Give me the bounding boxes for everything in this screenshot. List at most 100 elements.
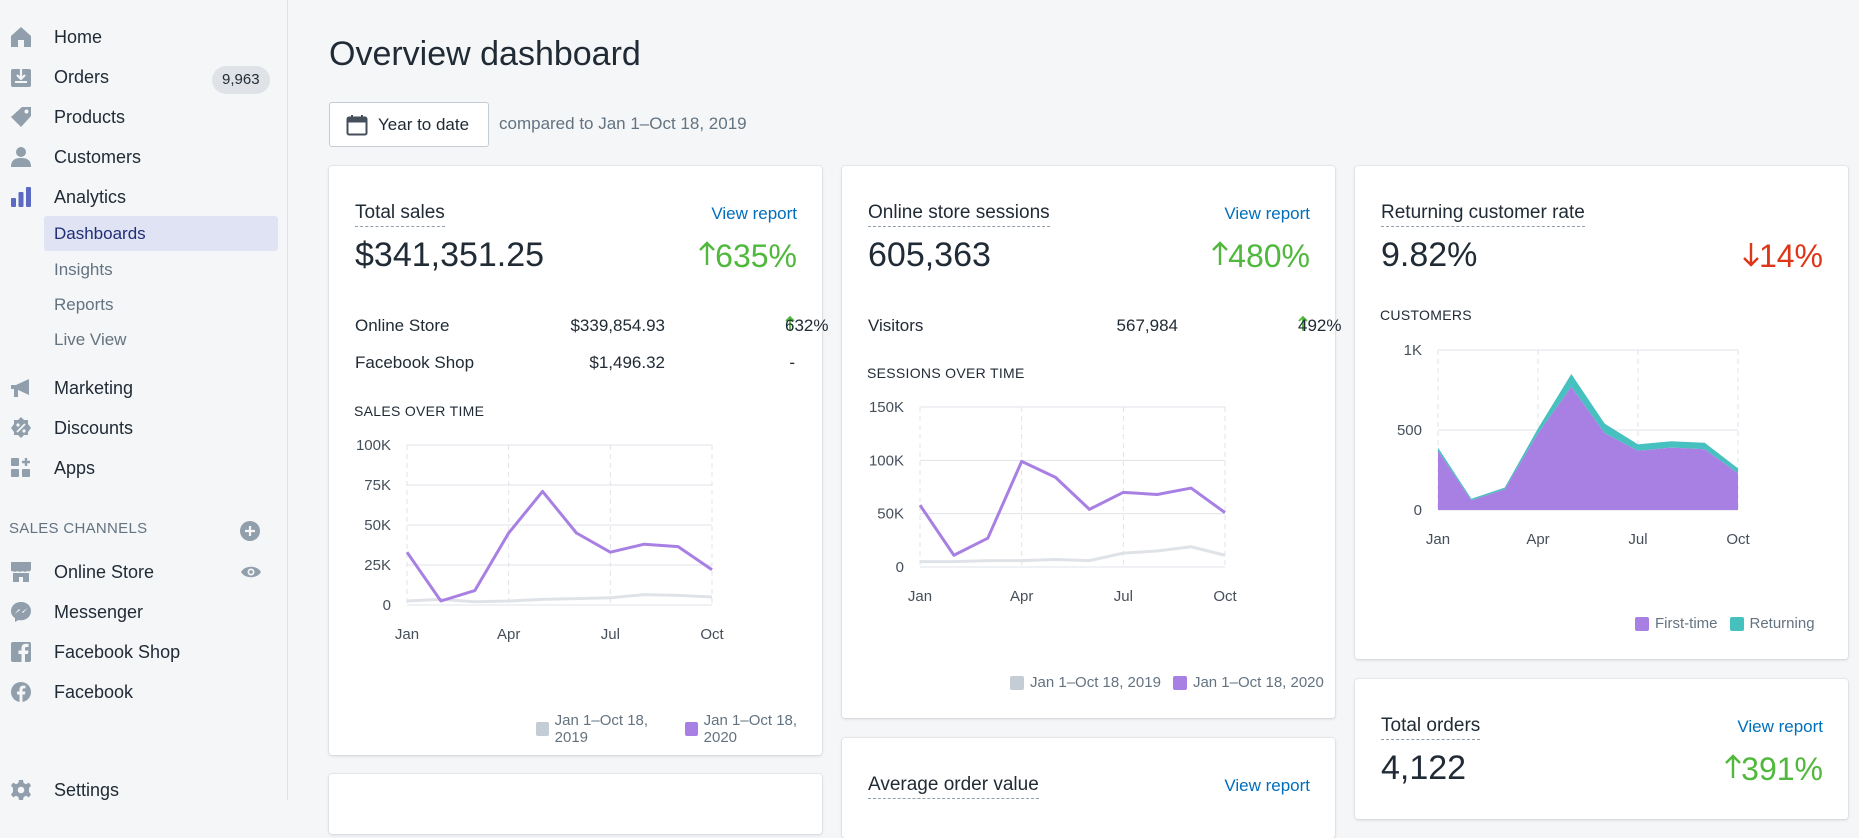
nav-item-facebook-shop[interactable]: Facebook Shop <box>0 632 288 672</box>
view-report-link[interactable]: View report <box>1224 204 1310 223</box>
row-name: Facebook Shop <box>355 353 475 372</box>
online-store-sessions-card: Online store sessions View report 605,36… <box>842 166 1341 718</box>
legend-swatch-returning <box>1729 616 1744 631</box>
nav-label: Marketing <box>54 377 134 398</box>
date-range-button[interactable]: Year to date <box>329 102 489 147</box>
x-tick-label: Apr <box>497 626 520 643</box>
view-report-link[interactable]: View report <box>711 204 797 223</box>
person-icon <box>9 145 33 169</box>
nav-item-messenger[interactable]: Messenger <box>0 592 288 632</box>
y-tick-label: 50K <box>877 506 904 523</box>
breakdown-row: Visitors 567,984 492% <box>868 316 1341 338</box>
tag-icon <box>9 105 33 129</box>
x-tick-label: Jul <box>601 626 620 643</box>
nav-item-apps[interactable]: Apps <box>0 448 288 488</box>
legend-label-first-time: First-time <box>1655 615 1718 632</box>
row-name: Visitors <box>868 316 924 335</box>
change-percent: 14% <box>1758 238 1823 274</box>
nav-item-analytics[interactable]: Analytics <box>0 177 288 217</box>
orders-count-badge: 9,963 <box>212 66 270 94</box>
y-tick-label: 100K <box>869 452 904 469</box>
card-title: Online store sessions <box>868 202 1050 227</box>
y-tick-label: 25K <box>364 557 391 574</box>
y-tick-label: 100K <box>356 437 391 454</box>
nav-item-settings[interactable]: Settings <box>0 770 288 810</box>
x-tick-label: Jul <box>1114 588 1133 605</box>
nav-label: Customers <box>54 146 142 167</box>
legend-label-returning: Returning <box>1749 615 1815 632</box>
y-tick-label: 500 <box>1397 422 1422 439</box>
change-percent: 391% <box>1741 751 1823 787</box>
x-tick-label: Oct <box>1726 531 1750 548</box>
row-value: $1,496.32 <box>589 353 665 372</box>
chart-heading: CUSTOMERS <box>1380 307 1472 323</box>
sales-channels-heading: SALES CHANNELS <box>9 520 148 537</box>
legend-swatch-previous <box>536 722 549 736</box>
view-report-link[interactable]: View report <box>1224 776 1310 795</box>
nav-item-online-store[interactable]: Online Store <box>0 552 288 592</box>
sessions-over-time-chart: 0 50K 100K 150K Jan Apr Jul Oct <box>869 399 1238 605</box>
nav-label: Discounts <box>54 417 134 438</box>
legend-label-previous: Jan 1–Oct 18, 2019 <box>1030 674 1161 691</box>
nav-item-orders[interactable]: Orders 9,963 <box>0 57 288 97</box>
nav-label: Facebook Shop <box>54 641 181 662</box>
card-title: Total sales <box>355 202 445 227</box>
nav-label: Products <box>54 106 126 127</box>
sidebar-subitem-insights[interactable]: Insights <box>54 260 113 279</box>
row-value: 567,984 <box>1116 316 1178 335</box>
row-change-value: 632% <box>785 316 829 335</box>
nav-item-products[interactable]: Products <box>0 97 288 137</box>
y-tick-label: 1K <box>1404 342 1422 359</box>
x-tick-label: Jul <box>1628 531 1647 548</box>
y-tick-label: 0 <box>896 559 904 576</box>
x-tick-label: Apr <box>1526 531 1549 548</box>
discount-icon <box>9 416 33 440</box>
card-title: Total orders <box>1381 715 1481 740</box>
gear-icon <box>9 778 33 802</box>
view-store-eye-icon[interactable] <box>240 563 262 581</box>
sidebar-subitem-reports[interactable]: Reports <box>54 295 114 314</box>
main-content: Overview dashboard Year to date compared… <box>289 0 1859 838</box>
view-report-link[interactable]: View report <box>1737 717 1823 736</box>
change-percent: 635% <box>715 238 797 274</box>
legend-swatch-first-time <box>1635 616 1649 631</box>
nav-item-facebook[interactable]: Facebook <box>0 672 288 712</box>
chart-heading: SESSIONS OVER TIME <box>867 365 1025 381</box>
total-orders-value: 4,122 <box>1381 749 1467 787</box>
line-series-previous <box>920 545 1226 564</box>
date-range-label: Year to date <box>378 114 470 134</box>
sidebar-subitem-dashboards[interactable]: Dashboards <box>44 216 278 251</box>
arrow-up-icon <box>1212 238 1229 275</box>
average-order-value-card: Average order value View report <box>842 738 1335 838</box>
nav-item-customers[interactable]: Customers <box>0 137 288 177</box>
bar-chart-icon <box>9 185 33 209</box>
orders-icon <box>9 65 33 89</box>
x-tick-label: Jan <box>908 588 932 605</box>
nav-label: Settings <box>54 779 120 800</box>
row-change-value: - <box>789 353 795 372</box>
nav-item-marketing[interactable]: Marketing <box>0 368 288 408</box>
nav-item-home[interactable]: Home <box>0 17 288 57</box>
messenger-icon <box>9 600 33 624</box>
x-tick-label: Apr <box>1010 588 1033 605</box>
y-tick-label: 0 <box>383 597 391 614</box>
facebook-square-icon <box>9 640 33 664</box>
page-title: Overview dashboard <box>329 35 641 73</box>
y-tick-label: 0 <box>1414 502 1422 519</box>
y-tick-label: 75K <box>364 477 391 494</box>
breakdown-row: Online Store $339,854.93 632% <box>355 316 828 338</box>
sidebar: Home Orders 9,963 Products Customers Ana… <box>0 0 288 800</box>
sidebar-subitem-live-view[interactable]: Live View <box>54 330 127 349</box>
x-tick-label: Jan <box>395 626 419 643</box>
nav-label: Analytics <box>54 186 127 207</box>
total-orders-card: Total orders View report 4,122 391% <box>1355 679 1848 819</box>
chart-heading: SALES OVER TIME <box>354 403 485 419</box>
arrow-up-icon <box>1298 316 1308 331</box>
card-title: Returning customer rate <box>1381 202 1585 227</box>
row-change-value: 492% <box>1298 316 1342 335</box>
legend-label-current: Jan 1–Oct 18, 2020 <box>1192 674 1324 691</box>
sessions-value: 605,363 <box>868 236 991 274</box>
chart-legend: Jan 1–Oct 18, 2019 Jan 1–Oct 18, 2020 <box>1010 674 1324 691</box>
add-channel-icon[interactable] <box>240 521 260 541</box>
nav-item-discounts[interactable]: Discounts <box>0 408 288 448</box>
